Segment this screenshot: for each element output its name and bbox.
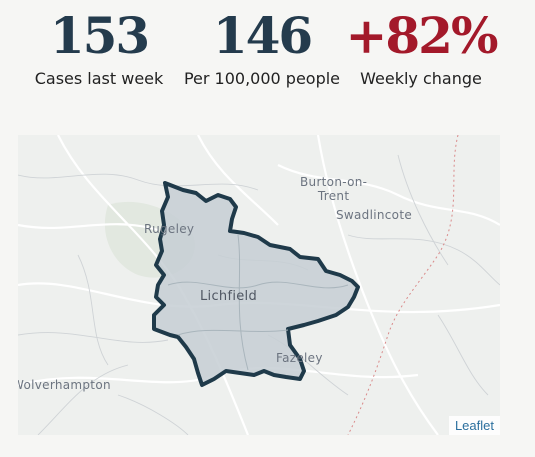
stat-label: Cases last week [34, 69, 164, 88]
district-internal-roads [167, 234, 349, 371]
place-label-wolverhampton: Wolverhampton [18, 378, 111, 392]
county-boundary [347, 135, 459, 435]
map-tiles [18, 135, 500, 435]
stat-value: 146 [212, 6, 313, 65]
map[interactable]: Burton-on- Trent Swadlincote Rugeley Lic… [18, 135, 500, 435]
stat-weekly-change: +82% Weekly change [336, 6, 506, 89]
stat-cases-last-week: 153 Cases last week [14, 6, 184, 89]
stat-label: Weekly change [360, 69, 482, 88]
place-label-fazeley: Fazeley [276, 351, 323, 365]
leaflet-attribution-link[interactable]: Leaflet [448, 416, 500, 435]
stat-value: +82% [345, 6, 499, 65]
lichfield-district-area[interactable] [152, 181, 360, 387]
stat-per-100000: 146 Per 100,000 people [177, 6, 347, 89]
stat-value: 153 [49, 6, 150, 65]
stats-row: 153 Cases last week 146 Per 100,000 peop… [0, 0, 535, 125]
place-label-rugeley: Rugeley [144, 222, 195, 236]
place-label-burton: Burton-on- Trent [300, 175, 368, 203]
place-label-swadlincote: Swadlincote [336, 208, 413, 222]
stat-label: Per 100,000 people [183, 69, 341, 88]
place-label-lichfield: Lichfield [200, 289, 257, 304]
